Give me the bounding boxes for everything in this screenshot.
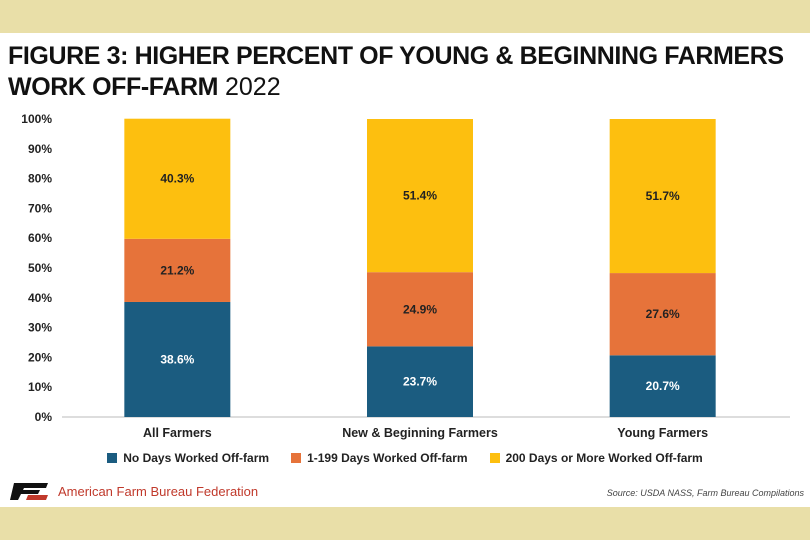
y-tick-label: 40%: [28, 291, 52, 305]
legend-label: No Days Worked Off-farm: [123, 451, 270, 465]
chart-title: FIGURE 3: HIGHER PERCENT OF YOUNG & BEGI…: [8, 41, 798, 103]
bar-segment: [124, 238, 231, 302]
bar-segment: [367, 272, 473, 347]
y-tick-label: 30%: [28, 321, 52, 335]
y-tick-label: 100%: [21, 112, 52, 126]
legend-label: 200 Days or More Worked Off-farm: [505, 451, 703, 465]
org-name: American Farm Bureau Federation: [58, 483, 259, 499]
bar-segment: [609, 119, 716, 274]
legend-item: 200 Days or More Worked Off-farm: [489, 451, 703, 465]
data-label: 51.7%: [646, 189, 680, 203]
category-label: New & Beginning Farmers: [342, 426, 498, 440]
data-label: 20.7%: [646, 379, 680, 393]
bar-segment: [367, 346, 473, 417]
legend-label: 1-199 Days Worked Off-farm: [307, 451, 468, 465]
bar-segment: [609, 355, 716, 417]
y-tick-label: 10%: [28, 380, 52, 394]
bar-segment: [124, 301, 231, 417]
y-tick-label: 20%: [28, 350, 52, 364]
legend-item: No Days Worked Off-farm: [107, 451, 269, 465]
data-label: 38.6%: [160, 352, 194, 366]
data-label: 21.2%: [160, 263, 194, 277]
data-label: 23.7%: [403, 375, 437, 389]
legend-swatch: [291, 453, 302, 463]
y-tick-label: 70%: [28, 201, 52, 215]
source-note: Source: USDA NASS, Farm Bureau Compilati…: [606, 488, 804, 498]
legend-swatch: [107, 453, 118, 463]
data-label: 24.9%: [403, 302, 437, 316]
y-tick-label: 50%: [28, 261, 52, 275]
legend-item: 1-199 Days Worked Off-farm: [291, 451, 468, 465]
bar-segment: [609, 273, 716, 356]
data-label: 40.3%: [160, 172, 194, 186]
category-label: All Farmers: [143, 426, 212, 440]
chart-legend: No Days Worked Off-farm 1-199 Days Worked…: [0, 451, 810, 465]
stacked-bar-chart: 0% 10% 20% 30% 40% 50% 60% 70% 80% 90% 100% 38.6% 21…: [21, 112, 790, 440]
legend-swatch: [489, 453, 500, 463]
afbf-logo-icon: [10, 483, 48, 500]
y-tick-label: 90%: [28, 142, 52, 156]
bar-segment: [124, 118, 231, 239]
chart-title-year: 2022: [225, 73, 281, 101]
data-label: 51.4%: [403, 189, 437, 203]
data-label: 27.6%: [646, 307, 680, 321]
y-tick-label: 80%: [28, 172, 52, 186]
bar-segment: [367, 119, 473, 273]
footer-brand: American Farm Bureau Federation: [10, 481, 258, 501]
category-label: Young Farmers: [617, 426, 708, 440]
y-tick-label: 0%: [35, 410, 53, 424]
chart-title-main: FIGURE 3: HIGHER PERCENT OF YOUNG & BEGI…: [8, 42, 784, 101]
chart-card: FIGURE 3: HIGHER PERCENT OF YOUNG & BEGI…: [0, 33, 810, 507]
y-tick-label: 60%: [28, 231, 52, 245]
